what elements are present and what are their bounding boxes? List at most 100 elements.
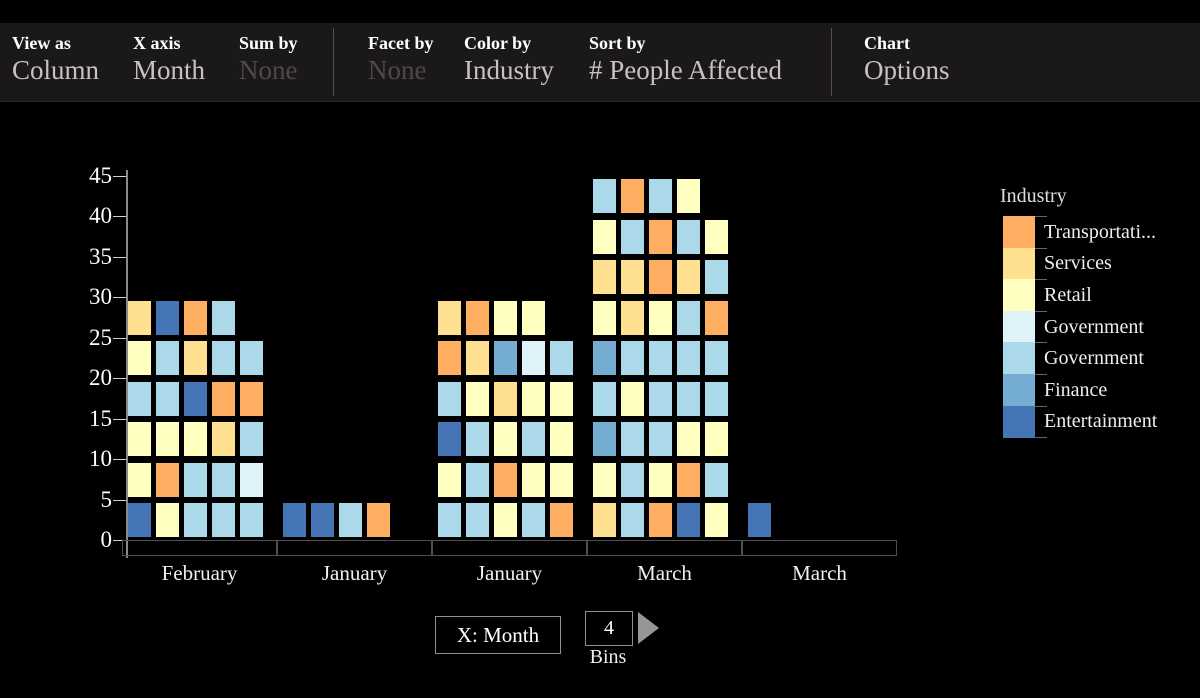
unit-square-retail[interactable] (550, 462, 573, 497)
unit-square-transportation[interactable] (438, 341, 461, 376)
unit-square-finance[interactable] (593, 422, 616, 457)
unit-square-retail[interactable] (705, 422, 728, 457)
unit-square-transportation[interactable] (212, 381, 235, 416)
unit-square-government[interactable] (677, 341, 700, 376)
unit-square-government[interactable] (705, 381, 728, 416)
unit-square-government[interactable] (184, 462, 207, 497)
unit-square-government[interactable] (705, 260, 728, 295)
unit-square-services[interactable] (494, 381, 517, 416)
unit-square-government[interactable] (466, 422, 489, 457)
unit-square-transportation[interactable] (494, 462, 517, 497)
legend-swatch-retail[interactable] (1003, 279, 1035, 312)
unit-square-services[interactable] (212, 422, 235, 457)
unit-square-government[interactable] (621, 462, 644, 497)
unit-square-government[interactable] (156, 341, 179, 376)
unit-square-government[interactable] (649, 422, 672, 457)
unit-square-transportation[interactable] (466, 300, 489, 335)
toolbar-item-sort-by[interactable]: Sort by # People Affected (589, 32, 782, 86)
legend-swatch-services[interactable] (1003, 247, 1035, 280)
unit-square-government[interactable] (184, 503, 207, 537)
unit-square-retail[interactable] (593, 219, 616, 254)
unit-square-retail[interactable] (128, 462, 151, 497)
unit-square-services[interactable] (677, 260, 700, 295)
unit-square-finance[interactable] (593, 341, 616, 376)
x-axis-bin[interactable] (277, 540, 432, 556)
legend-item-label[interactable]: Services (1044, 252, 1112, 275)
x-axis-bin[interactable] (742, 540, 897, 556)
unit-square-retail[interactable] (522, 462, 545, 497)
unit-square-retail[interactable] (649, 300, 672, 335)
unit-square-government[interactable] (240, 462, 263, 497)
unit-square-government[interactable] (621, 341, 644, 376)
legend-item-label[interactable]: Government (1044, 347, 1144, 370)
unit-square-retail[interactable] (156, 422, 179, 457)
bins-step-arrow-icon[interactable] (638, 612, 659, 644)
unit-square-retail[interactable] (494, 300, 517, 335)
unit-square-government[interactable] (677, 381, 700, 416)
legend-swatch-government[interactable] (1003, 342, 1035, 375)
legend-item-label[interactable]: Government (1044, 315, 1144, 338)
unit-square-retail[interactable] (184, 422, 207, 457)
unit-square-entertainment[interactable] (283, 503, 306, 537)
unit-square-retail[interactable] (522, 381, 545, 416)
unit-square-government[interactable] (649, 341, 672, 376)
x-axis-bin[interactable] (122, 540, 277, 556)
unit-square-government[interactable] (212, 341, 235, 376)
unit-square-retail[interactable] (550, 422, 573, 457)
unit-square-retail[interactable] (593, 300, 616, 335)
unit-square-retail[interactable] (705, 503, 728, 537)
unit-square-government[interactable] (156, 381, 179, 416)
x-axis-field-button[interactable]: X: Month (435, 616, 561, 654)
unit-square-government[interactable] (128, 381, 151, 416)
unit-square-transportation[interactable] (677, 462, 700, 497)
unit-square-entertainment[interactable] (438, 422, 461, 457)
unit-square-services[interactable] (593, 503, 616, 537)
unit-square-transportation[interactable] (550, 503, 573, 537)
unit-square-government[interactable] (593, 179, 616, 214)
toolbar-item-view-as[interactable]: View as Column (12, 32, 99, 86)
legend-swatch-entertainment[interactable] (1003, 405, 1035, 438)
toolbar-item-sum-by[interactable]: Sum by None (239, 32, 298, 86)
unit-square-government[interactable] (212, 300, 235, 335)
unit-square-government[interactable] (438, 381, 461, 416)
unit-square-retail[interactable] (128, 422, 151, 457)
unit-square-retail[interactable] (494, 503, 517, 537)
unit-square-government[interactable] (705, 341, 728, 376)
unit-square-government[interactable] (212, 503, 235, 537)
unit-square-transportation[interactable] (184, 300, 207, 335)
unit-square-transportation[interactable] (649, 219, 672, 254)
x-axis-bin[interactable] (432, 540, 587, 556)
unit-square-government[interactable] (466, 462, 489, 497)
unit-square-services[interactable] (621, 260, 644, 295)
unit-square-government[interactable] (550, 341, 573, 376)
unit-square-entertainment[interactable] (677, 503, 700, 537)
unit-square-retail[interactable] (593, 462, 616, 497)
toolbar-item-chart[interactable]: Chart Options (864, 32, 950, 86)
unit-square-entertainment[interactable] (184, 381, 207, 416)
unit-square-retail[interactable] (522, 300, 545, 335)
unit-square-services[interactable] (184, 341, 207, 376)
unit-square-entertainment[interactable] (311, 503, 334, 537)
legend-item-label[interactable]: Entertainment (1044, 410, 1158, 433)
unit-square-government[interactable] (240, 503, 263, 537)
unit-square-government[interactable] (522, 422, 545, 457)
unit-square-government[interactable] (621, 219, 644, 254)
unit-square-government[interactable] (705, 462, 728, 497)
unit-square-services[interactable] (128, 300, 151, 335)
unit-square-government[interactable] (339, 503, 362, 537)
unit-square-transportation[interactable] (240, 381, 263, 416)
unit-square-entertainment[interactable] (748, 503, 771, 537)
unit-square-retail[interactable] (438, 462, 461, 497)
unit-square-government[interactable] (522, 341, 545, 376)
unit-square-services[interactable] (466, 341, 489, 376)
unit-square-government[interactable] (522, 503, 545, 537)
unit-square-services[interactable] (621, 300, 644, 335)
unit-square-transportation[interactable] (649, 260, 672, 295)
unit-square-retail[interactable] (705, 219, 728, 254)
unit-square-retail[interactable] (621, 381, 644, 416)
unit-square-transportation[interactable] (621, 179, 644, 214)
unit-square-entertainment[interactable] (128, 503, 151, 537)
legend-swatch-government[interactable] (1003, 310, 1035, 343)
unit-square-government[interactable] (621, 503, 644, 537)
toolbar-item-color-by[interactable]: Color by Industry (464, 32, 554, 86)
